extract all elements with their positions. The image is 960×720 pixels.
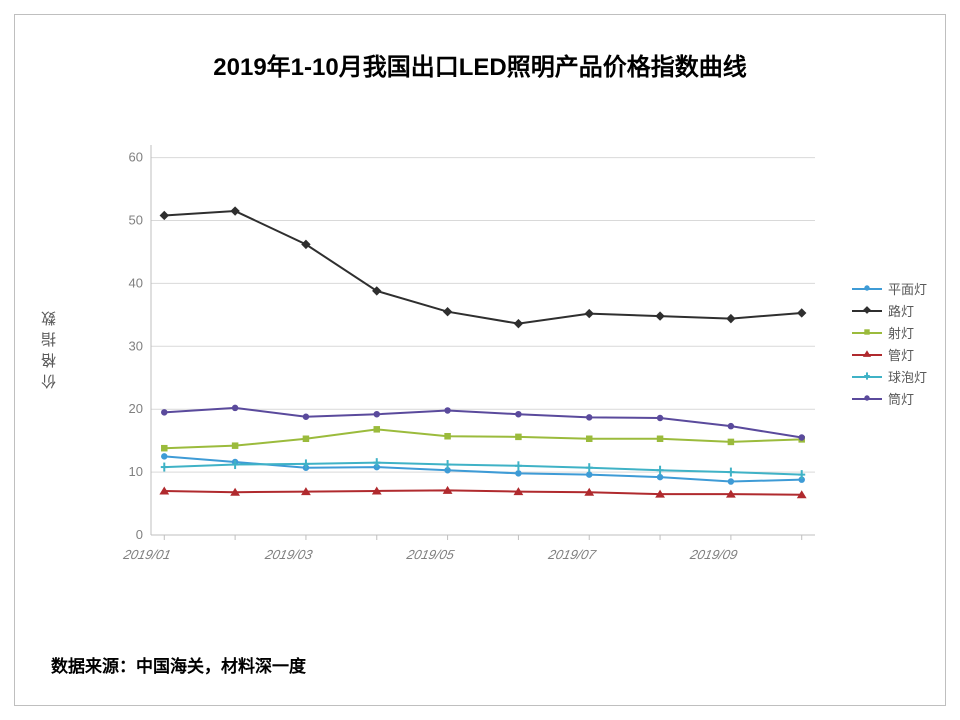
- legend-item: 筒灯: [852, 389, 927, 407]
- svg-text:50: 50: [129, 212, 143, 227]
- legend-item: 管灯: [852, 345, 927, 363]
- svg-text:30: 30: [129, 338, 143, 353]
- legend-item: 射灯: [852, 323, 927, 341]
- plot-area: 0 10 20 30 40 50 60 2019/01 2019/03 2019/05 2019/0…: [105, 135, 825, 595]
- svg-text:60: 60: [129, 150, 143, 165]
- line-chart-svg: 0 10 20 30 40 50 60 2019/01 2019/03 2019/05 2019/0…: [105, 135, 825, 595]
- data-source-label: 数据来源：中国海关，材料深一度: [51, 652, 306, 677]
- legend-item: 平面灯: [852, 279, 927, 297]
- legend-swatch: [852, 281, 882, 295]
- chart-title: 2019年1-10月我国出口LED照明产品价格指数曲线: [15, 47, 945, 82]
- legend-swatch: [852, 303, 882, 317]
- svg-text:2019/01: 2019/01: [121, 547, 172, 562]
- svg-text:0: 0: [136, 527, 143, 542]
- legend-item: 球泡灯: [852, 367, 927, 385]
- chart-frame: 2019年1-10月我国出口LED照明产品价格指数曲线 价格指数 0 10 20 30…: [14, 14, 946, 706]
- legend-label: 平面灯: [888, 279, 927, 298]
- svg-text:2019/03: 2019/03: [263, 547, 315, 562]
- svg-text:2019/05: 2019/05: [405, 547, 457, 562]
- legend-swatch: [852, 391, 882, 405]
- y-axis-label: 价格指数: [39, 305, 60, 389]
- legend-label: 路灯: [888, 301, 914, 320]
- svg-text:40: 40: [129, 275, 143, 290]
- svg-text:2019/09: 2019/09: [688, 547, 740, 562]
- legend-swatch: [852, 347, 882, 361]
- legend-label: 筒灯: [888, 389, 914, 408]
- legend-item: 路灯: [852, 301, 927, 319]
- legend-label: 射灯: [888, 323, 914, 342]
- svg-text:20: 20: [129, 401, 143, 416]
- legend-label: 管灯: [888, 345, 914, 364]
- legend: 平面灯路灯射灯管灯球泡灯筒灯: [852, 275, 927, 411]
- legend-swatch: [852, 325, 882, 339]
- legend-label: 球泡灯: [888, 367, 927, 386]
- page: 2019年1-10月我国出口LED照明产品价格指数曲线 价格指数 0 10 20 30…: [0, 0, 960, 720]
- legend-swatch: [852, 369, 882, 383]
- svg-text:10: 10: [129, 464, 143, 479]
- svg-text:2019/07: 2019/07: [546, 547, 598, 562]
